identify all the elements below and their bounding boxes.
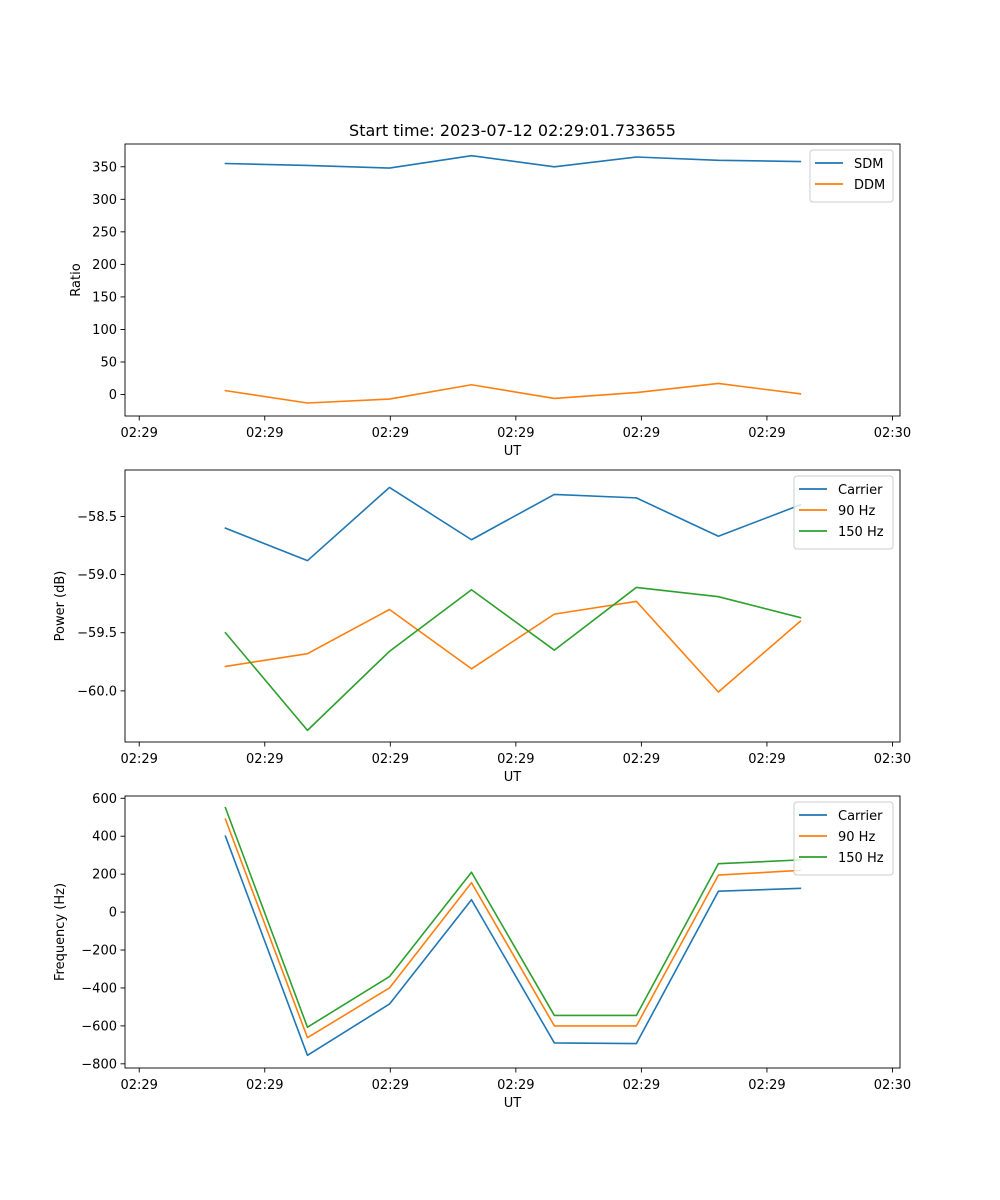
x-tick-label: 02:29 [372, 426, 409, 441]
series-line-90-hz [224, 818, 802, 1039]
series-line-carrier [224, 835, 802, 1057]
legend-label: 90 Hz [838, 504, 875, 519]
y-tick-label: −59.0 [77, 568, 117, 583]
y-tick-label: −200 [81, 944, 117, 959]
x-tick-label: 02:29 [120, 426, 157, 441]
chart-panel-2: 02:29 02:29 02:29 02:29 02:29 02:29 02:30 −60.0… [53, 469, 911, 785]
x-tick-label: 02:29 [497, 426, 534, 441]
y-tick-label: 200 [92, 868, 117, 883]
axes-frame [124, 469, 901, 743]
y-tick-label: −800 [81, 1057, 117, 1072]
y-tick-label: 200 [92, 258, 117, 273]
y-axis-label: Ratio [69, 263, 84, 296]
x-tick-label: 02:29 [120, 1078, 157, 1093]
y-tick-label: 100 [92, 323, 117, 338]
y-tick-label: −60.0 [77, 684, 117, 699]
x-tick-label: 02:29 [120, 752, 157, 767]
x-tick-label: 02:29 [497, 752, 534, 767]
x-tick-label: 02:29 [497, 1078, 534, 1093]
axes-frame [124, 143, 901, 417]
series-line-150-hz [224, 586, 802, 732]
y-tick-label: 150 [92, 290, 117, 305]
legend-label: DDM [854, 178, 885, 193]
y-axis-label: Frequency (Hz) [53, 883, 68, 981]
y-tick-label: 250 [92, 225, 117, 240]
series-line-sdm [224, 154, 802, 169]
x-axis-label: UT [504, 444, 522, 459]
x-axis-label: UT [504, 1096, 522, 1111]
y-tick-label: 600 [92, 792, 117, 807]
x-tick-label: 02:29 [748, 426, 785, 441]
x-tick-label: 02:29 [623, 1078, 660, 1093]
y-tick-label: −59.5 [77, 626, 117, 641]
y-tick-label: 50 [100, 355, 117, 370]
x-tick-label: 02:29 [246, 752, 283, 767]
figure-title: Start time: 2023-07-12 02:29:01.733655 [349, 121, 676, 140]
legend: Carrier 90 Hz 150 Hz [793, 801, 894, 876]
legend-label: SDM [854, 157, 883, 172]
x-tick-label: 02:29 [372, 752, 409, 767]
x-tick-label: 02:30 [874, 1078, 911, 1093]
x-tick-label: 02:30 [874, 426, 911, 441]
legend-label: 90 Hz [838, 830, 875, 845]
x-tick-label: 02:29 [246, 426, 283, 441]
legend-label: Carrier [838, 809, 883, 824]
x-tick-label: 02:29 [623, 426, 660, 441]
series-line-90-hz [224, 600, 802, 693]
y-tick-label: 0 [109, 388, 117, 403]
y-tick-label: 350 [92, 160, 117, 175]
x-axis-label: UT [504, 770, 522, 785]
legend-label: Carrier [838, 483, 883, 498]
panels: 02:29 02:29 02:29 02:29 02:29 02:29 02:30 0 50 10… [53, 143, 911, 1111]
legend: Carrier 90 Hz 150 Hz [793, 475, 894, 550]
x-tick-label: 02:30 [874, 752, 911, 767]
legend: SDM DDM [809, 149, 894, 203]
chart-panel-3: 02:29 02:29 02:29 02:29 02:29 02:29 02:30 −800 −… [53, 792, 911, 1111]
x-tick-label: 02:29 [372, 1078, 409, 1093]
x-tick-label: 02:29 [246, 1078, 283, 1093]
legend-label: 150 Hz [838, 525, 884, 540]
y-tick-label: −58.5 [77, 510, 117, 525]
y-tick-label: −600 [81, 1019, 117, 1034]
y-tick-label: −400 [81, 981, 117, 996]
series-line-carrier [224, 486, 802, 562]
y-tick-label: 300 [92, 193, 117, 208]
series-line-ddm [224, 382, 802, 404]
x-tick-label: 02:29 [623, 752, 660, 767]
x-tick-label: 02:29 [748, 1078, 785, 1093]
y-tick-label: 400 [92, 830, 117, 845]
y-axis-label: Power (dB) [53, 571, 68, 642]
y-tick-label: 0 [109, 906, 117, 921]
x-tick-label: 02:29 [748, 752, 785, 767]
legend-label: 150 Hz [838, 851, 884, 866]
chart-panel-1: 02:29 02:29 02:29 02:29 02:29 02:29 02:30 0 50 10… [69, 143, 911, 459]
series-line-150-hz [224, 806, 802, 1029]
axes-frame [124, 795, 901, 1069]
